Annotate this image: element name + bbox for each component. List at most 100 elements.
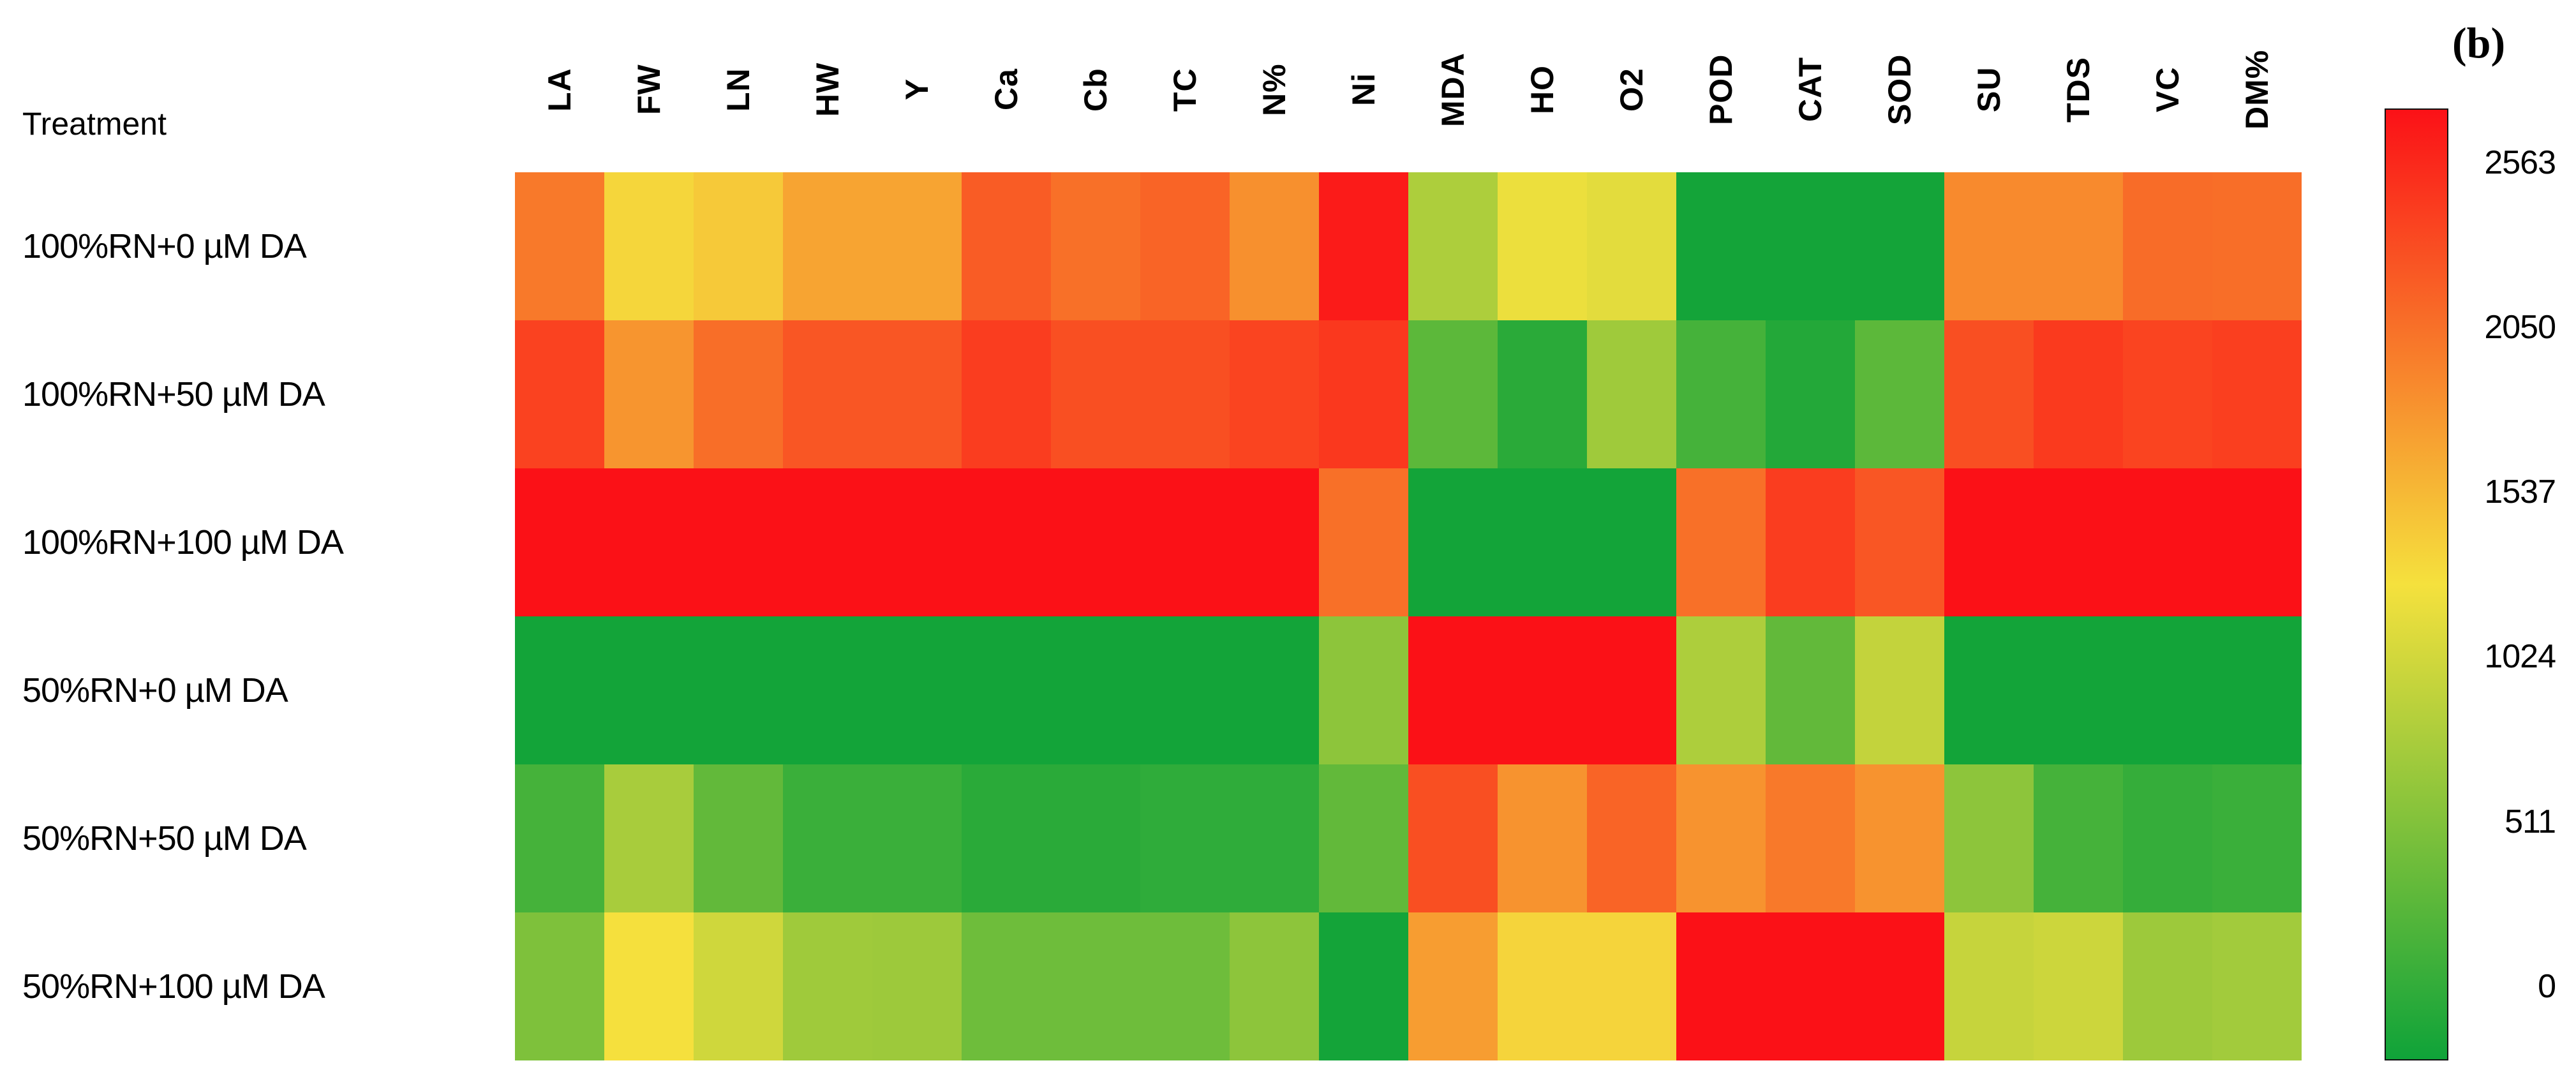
heatmap-cell xyxy=(2034,912,2123,1060)
heatmap-cell xyxy=(783,764,872,912)
col-label: MDA xyxy=(1435,52,1471,127)
heatmap-cell xyxy=(604,320,694,468)
col-label: POD xyxy=(1703,54,1739,125)
row-label: 100%RN+50 µM DA xyxy=(22,375,325,413)
heatmap-cell xyxy=(1676,912,1766,1060)
heatmap-cell xyxy=(2123,468,2212,616)
heatmap-cell xyxy=(2123,320,2212,468)
heatmap-cell xyxy=(604,764,694,912)
col-label: SOD xyxy=(1882,54,1917,125)
heatmap-cell xyxy=(962,320,1051,468)
row-label: 50%RN+100 µM DA xyxy=(22,967,325,1006)
heatmap-cell xyxy=(783,616,872,764)
col-label: FW xyxy=(631,64,667,115)
treatment-header: Treatment xyxy=(22,106,167,142)
row-label: 50%RN+0 µM DA xyxy=(22,671,288,710)
heatmap-cell xyxy=(962,172,1051,320)
heatmap-cell xyxy=(1230,616,1319,764)
heatmap-cell xyxy=(962,912,1051,1060)
heatmap-cell xyxy=(1676,320,1766,468)
heatmap-cell xyxy=(1766,172,1855,320)
heatmap-cell xyxy=(2034,320,2123,468)
heatmap-cell xyxy=(2123,616,2212,764)
heatmap-cell xyxy=(872,468,962,616)
heatmap-cell xyxy=(2034,468,2123,616)
heatmap-cell xyxy=(1587,912,1676,1060)
heatmap-cell xyxy=(1140,616,1230,764)
row-label: 50%RN+50 µM DA xyxy=(22,819,307,858)
col-label: N% xyxy=(1256,63,1292,116)
colorbar-tick: 511 xyxy=(2505,803,2556,840)
heatmap-cell xyxy=(962,616,1051,764)
heatmap-cell xyxy=(2123,172,2212,320)
heatmap-cell xyxy=(1408,616,1498,764)
heatmap-cell xyxy=(1051,172,1140,320)
col-label: O2 xyxy=(1614,67,1649,112)
col-label: LN xyxy=(720,67,756,112)
heatmap-cell xyxy=(1498,616,1587,764)
heatmap-cell xyxy=(2212,764,2302,912)
heatmap-cell xyxy=(1230,320,1319,468)
heatmap-cell xyxy=(1676,172,1766,320)
heatmap-cell xyxy=(515,616,604,764)
heatmap-cell xyxy=(872,616,962,764)
col-label: Y xyxy=(899,78,935,100)
heatmap-cell xyxy=(872,320,962,468)
heatmap-cell xyxy=(962,468,1051,616)
heatmap-grid xyxy=(515,172,2302,1060)
heatmap-cell xyxy=(1319,616,1408,764)
col-label: HW xyxy=(810,62,845,117)
heatmap-cell xyxy=(1051,468,1140,616)
heatmap-cell xyxy=(1944,320,2034,468)
col-label: HO xyxy=(1524,64,1560,114)
heatmap-cell xyxy=(1498,468,1587,616)
col-label: SU xyxy=(1971,66,2007,112)
colorbar-tick: 1024 xyxy=(2484,638,2556,676)
colorbar-tick: 2050 xyxy=(2484,309,2556,346)
heatmap-cell xyxy=(1855,764,1944,912)
heatmap-cell xyxy=(1051,320,1140,468)
heatmap-cell xyxy=(1498,172,1587,320)
heatmap-cell xyxy=(783,468,872,616)
heatmap-cell xyxy=(1676,468,1766,616)
colorbar-tick: 0 xyxy=(2538,967,2556,1005)
heatmap-cell xyxy=(694,320,783,468)
heatmap-cell xyxy=(1319,320,1408,468)
heatmap-cell xyxy=(1230,468,1319,616)
heatmap-cell xyxy=(1587,172,1676,320)
panel-label: (b) xyxy=(2452,19,2506,67)
col-label: LA xyxy=(542,67,577,112)
heatmap-cell xyxy=(694,912,783,1060)
heatmap-cell xyxy=(1944,912,2034,1060)
heatmap-cell xyxy=(604,912,694,1060)
heatmap-cell xyxy=(1408,172,1498,320)
heatmap-cell xyxy=(1855,616,1944,764)
heatmap-cell xyxy=(515,764,604,912)
heatmap-cell xyxy=(1587,320,1676,468)
col-label: CAT xyxy=(1792,56,1828,122)
col-label: Ca xyxy=(988,68,1024,110)
heatmap-cell xyxy=(2123,764,2212,912)
heatmap-cell xyxy=(2034,172,2123,320)
heatmap-cell xyxy=(1944,172,2034,320)
heatmap-cell xyxy=(1766,468,1855,616)
heatmap-cell xyxy=(2034,764,2123,912)
row-label: 100%RN+0 µM DA xyxy=(22,227,307,265)
heatmap-cell xyxy=(1051,912,1140,1060)
col-label: TDS xyxy=(2060,56,2096,123)
heatmap-cell xyxy=(694,616,783,764)
heatmap-cell xyxy=(1855,468,1944,616)
heatmap-cell xyxy=(1766,764,1855,912)
heatmap-cell xyxy=(1140,764,1230,912)
heatmap-cell xyxy=(515,172,604,320)
colorbar xyxy=(2385,108,2448,1060)
heatmap-cell xyxy=(783,172,872,320)
heatmap-cell xyxy=(604,468,694,616)
heatmap-cell xyxy=(1498,764,1587,912)
heatmap-cell xyxy=(1230,172,1319,320)
heatmap-cell xyxy=(1944,616,2034,764)
col-label: DM% xyxy=(2239,49,2275,130)
heatmap-cell xyxy=(1140,320,1230,468)
heatmap-cell xyxy=(1498,912,1587,1060)
